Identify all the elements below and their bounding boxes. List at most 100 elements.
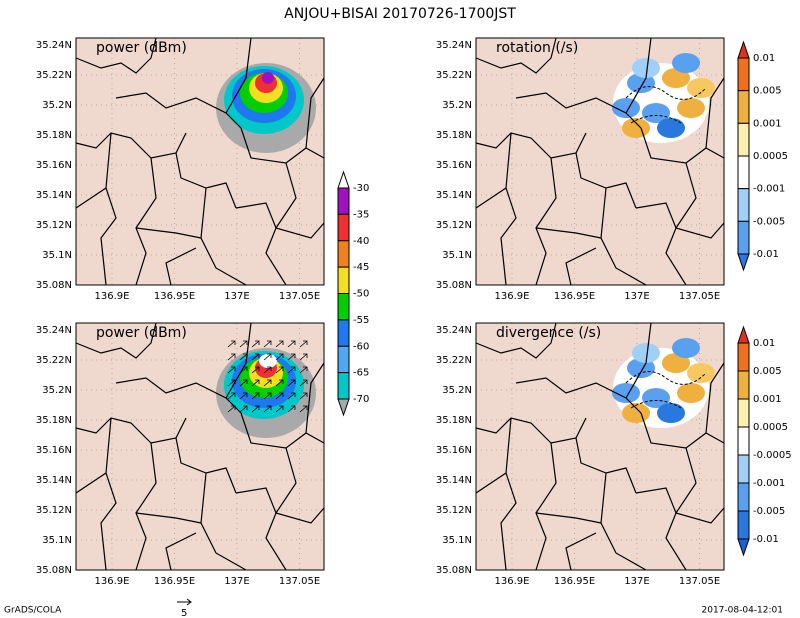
boundary (475, 37, 557, 74)
colorbar-label: 0.005 (753, 366, 782, 377)
wind-vector (263, 392, 272, 400)
lat-label: 35.2N (42, 385, 72, 396)
boundary (675, 447, 697, 514)
frame (75, 322, 325, 571)
colorbar-segment (337, 319, 350, 347)
colorbar-label: 0.0005 (753, 151, 788, 162)
lat-label: 35.22N (436, 70, 472, 81)
echo-field (259, 354, 277, 368)
lat-label: 35.22N (436, 355, 472, 366)
frame (475, 37, 725, 286)
lat-label: 35.22N (36, 70, 72, 81)
lat-label: 35.18N (36, 130, 72, 141)
colorbar-segment (737, 454, 750, 484)
lon-label: 136.95E (154, 576, 195, 587)
lat-label: 35.12N (436, 505, 472, 516)
wind-vector (263, 353, 272, 361)
wind-vector (287, 366, 296, 374)
wind-vector (239, 379, 248, 387)
colorbar-label: -0.005 (753, 216, 785, 227)
boundary (75, 322, 157, 359)
colorbar-cap (737, 253, 750, 272)
vorticity-field (622, 118, 650, 138)
colorbar-label: 0.01 (753, 338, 775, 349)
vorticity-field (627, 73, 655, 93)
colorbar-label: -0.01 (753, 249, 779, 260)
echo-field (262, 72, 274, 84)
lat-label: 35.1N (42, 535, 72, 546)
boundary (675, 162, 697, 229)
colorbar-segment (737, 90, 750, 124)
map-panel: 136.9E 136.95E 137E 137.05E 35.24N 35.22N 35.2… (436, 37, 725, 302)
boundary (75, 472, 107, 494)
lon-label: 137.05E (279, 291, 320, 302)
colorbar-segment (337, 372, 350, 400)
boundary (535, 227, 602, 239)
colorbar-label: -50 (353, 289, 369, 300)
boundary (535, 512, 602, 524)
footer-right: 2017-08-04-12:01 (702, 606, 784, 616)
lat-label: 35.24N (36, 325, 72, 336)
lon-label: 137E (624, 576, 649, 587)
boundary (135, 227, 202, 239)
colorbar-segment (337, 213, 350, 242)
vorticity-field (632, 343, 660, 363)
lat-label: 35.08N (36, 280, 72, 291)
colorbar-cap (737, 538, 750, 557)
colorbar-label: 0.001 (753, 118, 782, 129)
colorbar-cap (337, 170, 350, 189)
colorbar-label: -70 (353, 394, 369, 405)
lat-label: 35.24N (436, 40, 472, 51)
wind-vector (299, 340, 308, 348)
vorticity-field (677, 383, 705, 403)
panel-label: power (dBm) (96, 325, 187, 341)
figure-title: ANJOU+BISAI 20170726-1700JST (284, 6, 516, 22)
wind-vector (227, 392, 236, 400)
vorticity-field (672, 338, 700, 358)
lat-label: 35.24N (436, 325, 472, 336)
wind-vector (263, 379, 272, 387)
contour (625, 86, 707, 124)
colorbar-label: -0.01 (753, 534, 779, 545)
vector-scale-arrowhead (186, 598, 192, 606)
lat-label: 35.16N (436, 160, 472, 171)
wind-vector (239, 340, 248, 348)
boundary (475, 322, 557, 359)
boundary (665, 227, 687, 286)
lon-label: 136.95E (154, 291, 195, 302)
lat-label: 35.14N (36, 190, 72, 201)
wind-vector (287, 405, 296, 413)
colorbar-segment (737, 155, 750, 190)
boundary (265, 227, 287, 286)
lat-label: 35.1N (442, 250, 472, 261)
wind-vector (251, 353, 260, 361)
colorbar-label: 0.005 (753, 86, 782, 97)
boundary (275, 447, 297, 514)
lon-label: 136.9E (95, 291, 130, 302)
lat-label: 35.14N (436, 190, 472, 201)
vorticity-field (687, 363, 715, 383)
lon-label: 137.05E (679, 576, 720, 587)
vorticity-field (622, 403, 650, 423)
boundary (200, 472, 247, 571)
boundary (565, 532, 597, 571)
boundary (600, 187, 647, 286)
colorbar-label: 0.001 (753, 394, 782, 405)
lat-label: 35.14N (36, 475, 72, 486)
colorbar-label: -0.005 (753, 506, 785, 517)
wind-vector (227, 405, 236, 413)
lat-label: 35.14N (436, 475, 472, 486)
lat-label: 35.08N (436, 280, 472, 291)
boundary (305, 362, 325, 434)
wind-vector (275, 379, 284, 387)
boundary (200, 187, 247, 286)
wind-vector (227, 340, 236, 348)
colorbar-cap (337, 398, 350, 417)
boundary (165, 532, 197, 571)
boundary (565, 247, 597, 286)
panel-label: power (dBm) (96, 40, 187, 56)
boundary (625, 37, 652, 114)
colorbar-segment (737, 398, 750, 428)
boundary (265, 512, 287, 571)
lon-label: 137E (224, 291, 249, 302)
